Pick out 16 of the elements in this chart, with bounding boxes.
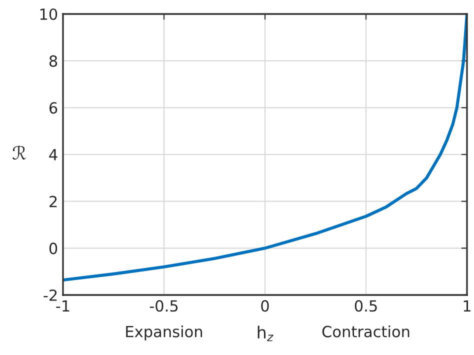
y-tick-label: 0 [49, 242, 58, 254]
y-tick-label: 2 [50, 196, 57, 208]
x-tick-label: 0 [261, 300, 269, 312]
x-axis-title: h$_{z}$ [258, 326, 274, 342]
y-tick-label: -2 [44, 289, 57, 301]
x-tick-label: 1 [464, 300, 470, 312]
y-tick-label: 4 [49, 149, 58, 160]
y-tick-label: 8 [49, 55, 58, 67]
x-tick-label: -0.5 [150, 300, 178, 312]
x-tick-label: -1 [56, 300, 70, 312]
y-tick-label: 6 [49, 102, 58, 114]
y-tick-label: 10 [40, 8, 58, 20]
x-tick-label: 0.5 [354, 300, 377, 312]
text: Contraction [322, 326, 410, 338]
text: Expansion [126, 326, 202, 340]
y-axis-title: ℛ [12, 146, 26, 160]
